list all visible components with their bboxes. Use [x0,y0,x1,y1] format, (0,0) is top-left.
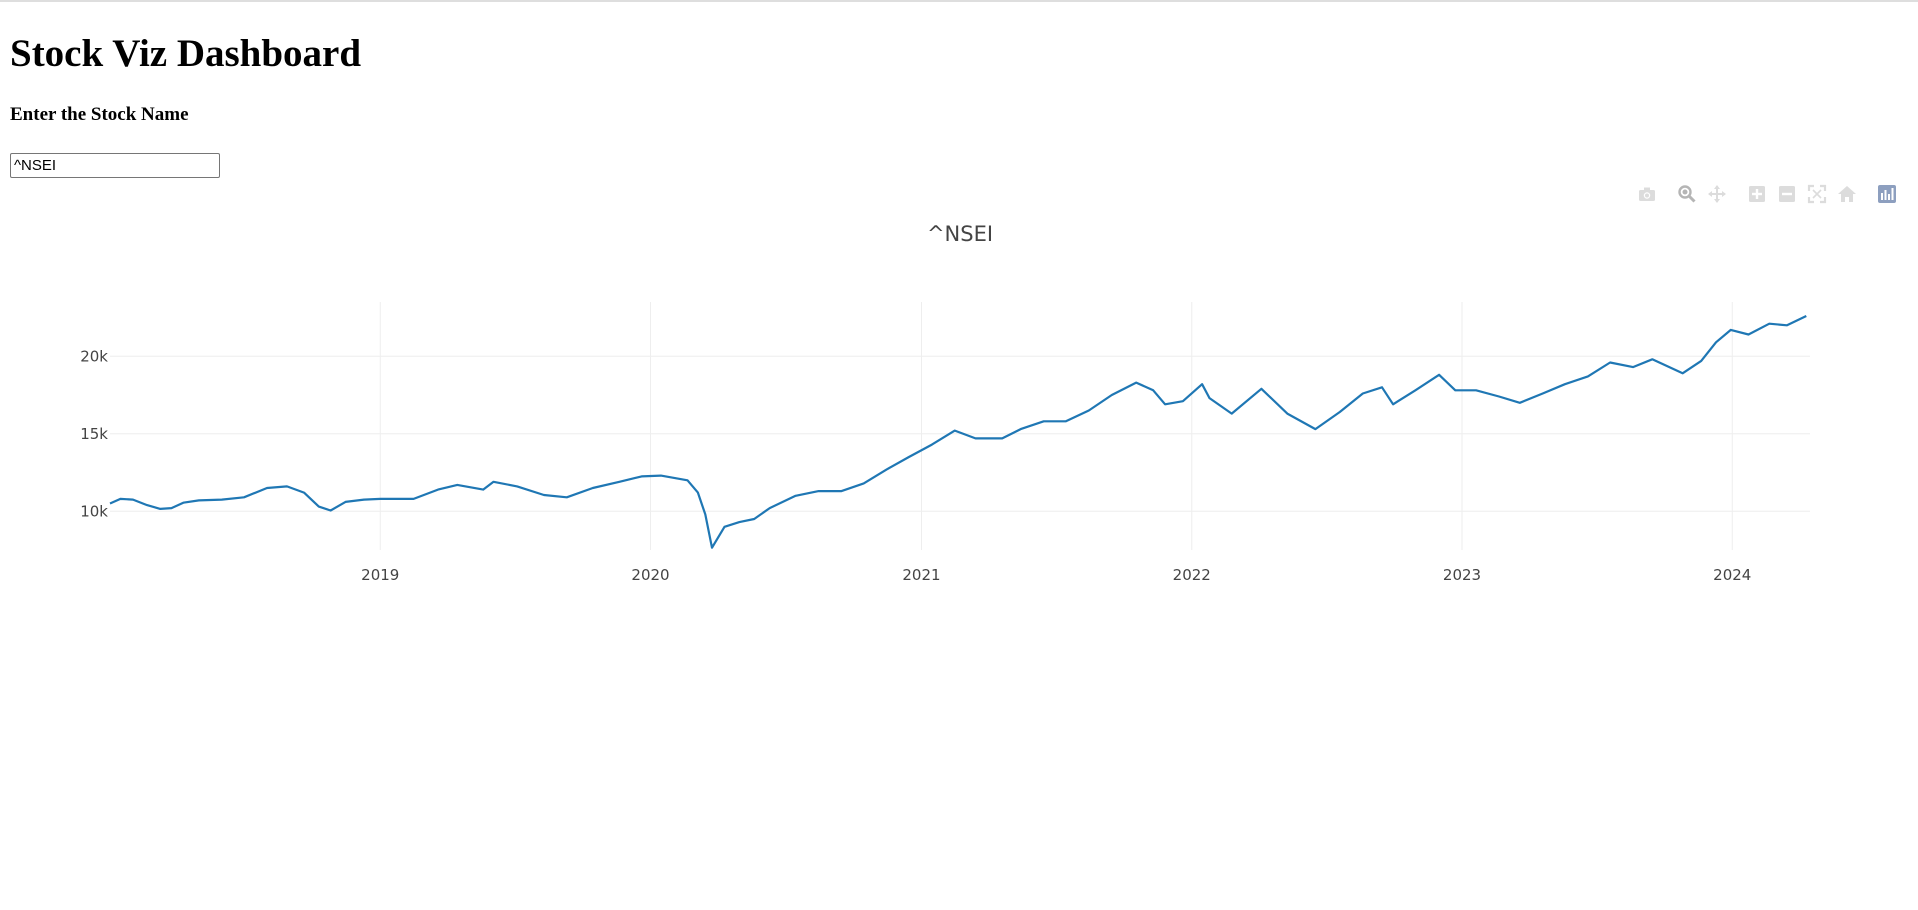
stock-name-label: Enter the Stock Name [10,104,189,125]
camera-icon[interactable] [1636,183,1658,205]
reset-axes-home-icon[interactable] [1836,183,1858,205]
y-tick-label: 15k [80,425,108,443]
zoom-out-icon[interactable] [1776,183,1798,205]
x-tick-label: 2021 [902,566,940,584]
chart-title: ^NSEI [927,222,993,246]
page-title: Stock Viz Dashboard [10,32,362,75]
x-axis-ticks: 2019 2020 2021 2022 2023 2024 [361,566,1751,584]
series-lines [109,315,1807,549]
stock-name-input[interactable] [10,153,220,178]
y-axis-ticks: 10k 15k 20k [80,347,108,520]
autoscale-icon[interactable] [1806,183,1828,205]
stock-line-chart: ^NSEI 2019 2020 2021 2022 2023 2024 10k 15k 20k [80,222,1810,584]
series-line-0 [109,315,1807,549]
top-border [0,0,1918,2]
x-tick-label: 2022 [1173,566,1211,584]
chart-modebar [1636,183,1906,205]
plotly-logo-icon[interactable] [1876,183,1898,205]
y-gridlines [110,355,1810,512]
x-tick-label: 2023 [1443,566,1481,584]
x-tick-label: 2020 [631,566,669,584]
x-tick-label: 2019 [361,566,399,584]
x-gridlines [379,302,1733,550]
y-tick-label: 10k [80,502,108,520]
zoom-in-icon[interactable] [1746,183,1768,205]
zoom-icon[interactable] [1676,183,1698,205]
x-tick-label: 2024 [1713,566,1751,584]
pan-icon[interactable] [1706,183,1728,205]
y-tick-label: 20k [80,347,108,365]
